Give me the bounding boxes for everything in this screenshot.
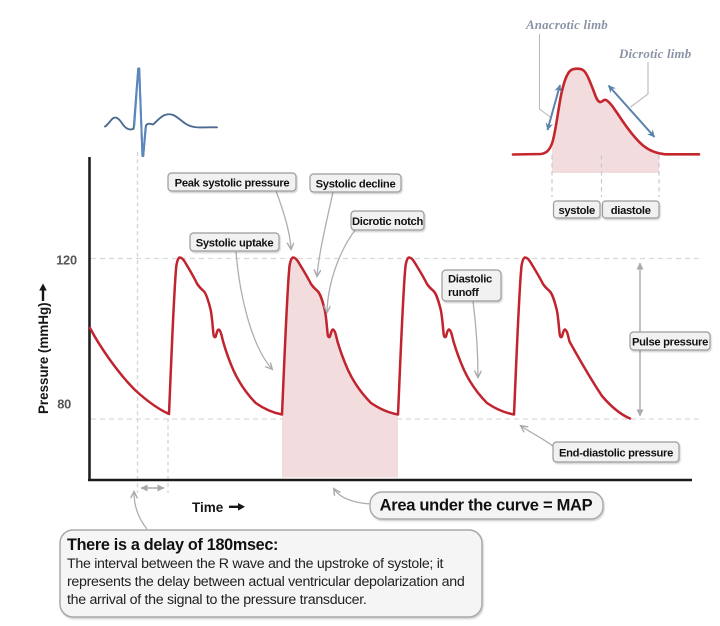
- svg-text:the arrival of the signal to t: the arrival of the signal to the pressur…: [67, 592, 367, 608]
- svg-text:120: 120: [56, 253, 77, 268]
- svg-text:Systolic decline: Systolic decline: [316, 179, 396, 191]
- svg-text:Dicrotic limb: Dicrotic limb: [618, 47, 692, 61]
- svg-text:represents the delay between a: represents the delay between actual vent…: [67, 574, 464, 590]
- svg-text:Pressure (mmHg): Pressure (mmHg): [36, 302, 51, 414]
- svg-text:Anacrotic limb: Anacrotic limb: [525, 18, 608, 32]
- svg-text:runoff: runoff: [448, 287, 479, 299]
- svg-text:The interval between the R wav: The interval between the R wave and the …: [67, 556, 444, 572]
- svg-text:Peak systolic pressure: Peak systolic pressure: [175, 178, 290, 190]
- svg-text:Time: Time: [192, 500, 224, 515]
- svg-text:End-diastolic pressure: End-diastolic pressure: [559, 448, 673, 460]
- svg-text:80: 80: [57, 397, 71, 412]
- svg-text:Systolic uptake: Systolic uptake: [196, 238, 274, 250]
- svg-text:systole: systole: [558, 205, 595, 217]
- svg-text:Diastolic: Diastolic: [448, 274, 492, 286]
- svg-text:Pulse pressure: Pulse pressure: [632, 337, 708, 349]
- svg-text:diastole: diastole: [611, 205, 651, 217]
- svg-text:Dicrotic notch: Dicrotic notch: [352, 216, 423, 228]
- svg-text:There is a delay of 180msec:: There is a delay of 180msec:: [67, 536, 278, 554]
- svg-text:Area under the curve = MAP: Area under the curve = MAP: [380, 497, 593, 515]
